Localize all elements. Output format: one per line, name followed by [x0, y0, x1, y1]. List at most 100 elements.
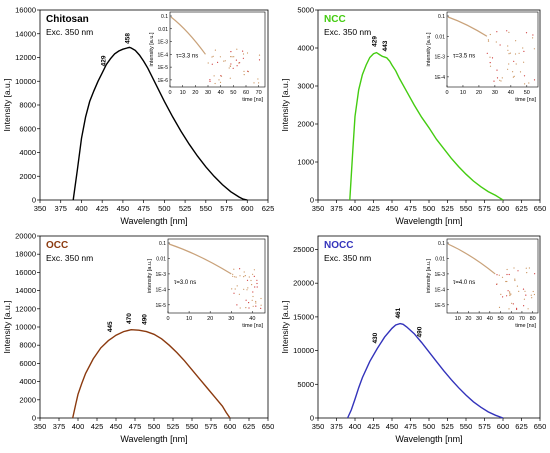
decay-noise-point [253, 82, 255, 84]
x-tick-label: 450 [386, 422, 399, 431]
decay-noise-point [233, 56, 235, 58]
inset-x-tick-label: 30 [228, 316, 234, 322]
panel-title: NCC [324, 14, 346, 25]
inset-x-tick-label: 60 [243, 90, 249, 96]
inset-x-tick-label: 10 [460, 90, 466, 96]
inset-x-tick-label: 0 [168, 90, 171, 96]
decay-noise-point [528, 82, 530, 84]
x-tick-label: 625 [262, 204, 275, 213]
inset-y-tick-label: 1E-4 [434, 287, 445, 293]
decay-noise-point [256, 282, 258, 285]
decay-noise-point [528, 267, 531, 269]
y-tick-label: 10000 [15, 77, 36, 86]
decay-noise-point [256, 286, 258, 288]
inset-x-tick-label: 50 [497, 316, 503, 322]
inset-x-tick-label: 50 [230, 90, 236, 96]
decay-noise-point [506, 295, 508, 297]
decay-noise-point [514, 53, 517, 55]
y-tick-label: 14000 [15, 29, 36, 38]
series-line [72, 46, 248, 201]
decay-noise-point [508, 63, 510, 65]
decay-noise-point [491, 57, 494, 59]
x-tick-label: 550 [200, 204, 213, 213]
decay-noise-point [512, 76, 515, 78]
decay-noise-point [246, 279, 249, 281]
inset-x-axis-label: time [ns] [242, 97, 263, 103]
decay-noise-point [496, 77, 499, 79]
panel-chitosan: 350 375 400 425 450 475 500 525 550 575 600 6250200… [2, 6, 274, 227]
decay-noise-point [523, 61, 525, 63]
decay-noise-point [513, 75, 515, 77]
decay-noise-point [532, 37, 534, 39]
decay-noise-point [502, 296, 504, 298]
inset-x-tick-label: 20 [192, 90, 198, 96]
x-tick-label: 600 [224, 422, 237, 431]
decay-noise-point [534, 273, 536, 275]
decay-noise-point [501, 77, 503, 79]
y-tick-label: 0 [32, 196, 36, 205]
y-tick-label: 15000 [293, 312, 314, 321]
decay-noise-point [255, 300, 257, 303]
excitation-label: Exc. 350 nm [46, 27, 93, 37]
x-tick-label: 450 [386, 204, 399, 213]
decay-noise-point [243, 276, 245, 278]
x-tick-label: 350 [312, 204, 325, 213]
decay-noise-point [509, 294, 511, 296]
decay-noise-point [235, 59, 237, 61]
decay-noise-point [252, 295, 254, 298]
decay-noise-point [489, 65, 492, 67]
decay-noise-point [508, 53, 510, 55]
decay-noise-point [219, 56, 221, 58]
decay-noise-point [516, 307, 518, 309]
decay-noise-point [524, 290, 526, 292]
y-tick-label: 14000 [15, 286, 36, 295]
y-tick-label: 6000 [19, 124, 36, 133]
decay-noise-point [242, 57, 244, 59]
decay-noise-point [506, 30, 508, 32]
peak-label: 490 [417, 326, 424, 337]
decay-noise-point [233, 268, 235, 270]
decay-noise-point [508, 308, 510, 310]
decay-noise-point [508, 31, 510, 33]
x-tick-label: 400 [72, 422, 85, 431]
decay-noise-point [230, 51, 232, 53]
decay-noise-point [533, 293, 536, 296]
decay-noise-point [495, 41, 497, 43]
decay-noise-point [514, 278, 516, 280]
decay-noise-point [224, 60, 226, 62]
decay-noise-point [234, 288, 236, 290]
x-tick-label: 400 [349, 204, 362, 213]
decay-noise-point [253, 275, 255, 277]
decay-noise-point [505, 280, 507, 283]
decay-noise-point [232, 67, 234, 69]
decay-noise-point [523, 305, 525, 307]
decay-noise-point [257, 78, 259, 80]
x-tick-label: 375 [330, 422, 343, 431]
decay-noise-point [242, 53, 245, 55]
panel-occ: 350 375 400 425 450 475 500 525 550 575 600 625 6500… [2, 232, 274, 445]
decay-noise-point [513, 60, 515, 62]
inset-y-axis-label: intensity [a.u.] [149, 32, 155, 66]
x-tick-label: 550 [186, 422, 199, 431]
decay-noise-point [532, 34, 534, 36]
decay-noise-point [236, 65, 238, 67]
inset-y-axis-label: intensity [a.u.] [426, 32, 432, 66]
x-tick-label: 400 [75, 204, 88, 213]
decay-noise-point [239, 268, 241, 270]
decay-noise-point [258, 59, 261, 61]
decay-noise-point [526, 272, 528, 274]
decay-noise-point [236, 285, 238, 287]
decay-noise-point [219, 81, 222, 83]
decay-trace [447, 16, 488, 37]
decay-noise-point [493, 80, 495, 82]
inset-x-axis-label: time [ns] [242, 323, 263, 329]
decay-noise-point [522, 47, 524, 49]
decay-noise-point [525, 294, 527, 296]
decay-noise-point [246, 52, 249, 54]
x-axis-label: Wavelength [nm] [120, 434, 187, 444]
decay-noise-point [522, 288, 525, 290]
series-line [346, 322, 504, 419]
decay-noise-point [235, 276, 237, 278]
inset-x-tick-label: 50 [524, 90, 530, 96]
decay-noise-point [523, 75, 526, 77]
